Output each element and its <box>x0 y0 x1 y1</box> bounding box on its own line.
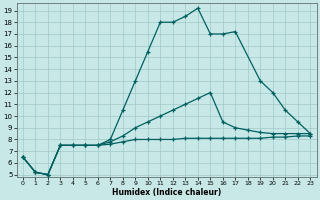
X-axis label: Humidex (Indice chaleur): Humidex (Indice chaleur) <box>112 188 221 197</box>
